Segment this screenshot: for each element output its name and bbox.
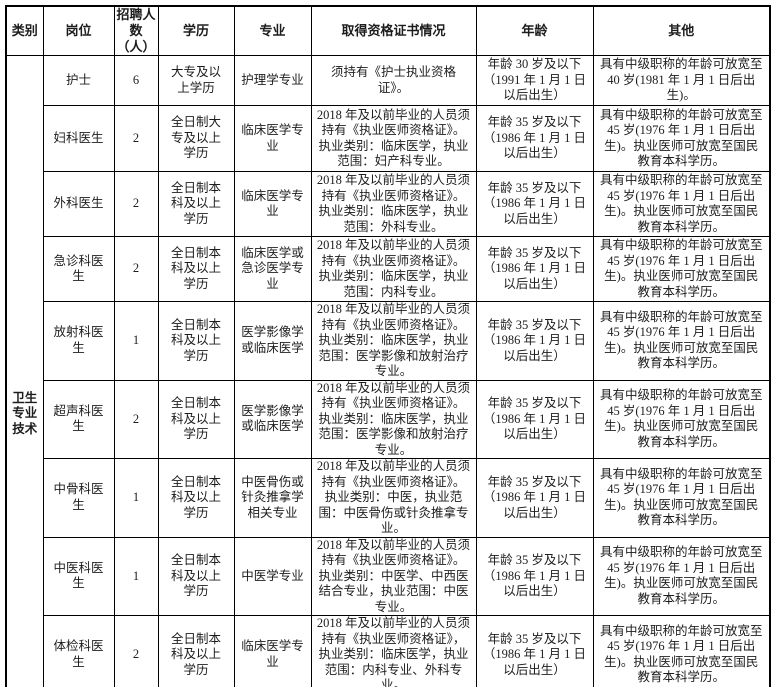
- table-header-row: 类别 岗位 招聘人数（人） 学历 专业 取得资格证书情况 年龄 其他: [5, 5, 771, 56]
- cell-certificate: 2018 年及以前毕业的人员须持有《执业医师资格证》，执业类别：临床医学，执业范…: [310, 615, 477, 687]
- cell-education: 全日制本科及以上学历: [157, 379, 235, 459]
- table-row-tcm-orthopedist: 中骨科医生 1 全日制本科及以上学历 中医骨伤或针灸推拿学相关专业 2018 年…: [6, 458, 771, 538]
- cell-position: 急诊科医生: [42, 236, 115, 302]
- table-row-gynecologist: 妇科医生 2 全日制大专及以上学历 临床医学专业 2018 年及以前毕业的人员须…: [6, 105, 771, 172]
- table-row-surgeon: 外科医生 2 全日制本科及以上学历 临床医学专业 2018 年及以前毕业的人员须…: [6, 171, 771, 237]
- header-position: 岗位: [42, 5, 115, 56]
- header-certificate: 取得资格证书情况: [310, 5, 477, 56]
- cell-position: 体检科医生: [42, 615, 115, 687]
- cell-education: 全日制本科及以上学历: [157, 301, 235, 381]
- cell-other: 具有中级职称的年龄可放宽至 45 岁(1976 年 1 月 1 日后出生)。执业…: [592, 105, 771, 172]
- header-age: 年龄: [475, 5, 594, 56]
- cell-age: 年龄 35 岁及以下（1986 年 1 月 1 日以后出生）: [475, 236, 594, 302]
- cell-major: 医学影像学或临床医学: [233, 379, 312, 459]
- cell-age: 年龄 35 岁及以下（1986 年 1 月 1 日以后出生）: [475, 301, 594, 381]
- cell-education: 全日制本科及以上学历: [157, 236, 235, 302]
- cell-count: 2: [113, 379, 159, 459]
- cell-education: 全日制本科及以上学历: [157, 536, 235, 616]
- cell-count: 1: [113, 458, 159, 538]
- cell-age: 年龄 35 岁及以下（1986 年 1 月 1 日以后出生）: [475, 171, 594, 237]
- cell-count: 1: [113, 301, 159, 381]
- cell-certificate: 2018 年及以前毕业的人员须持有《执业医师资格证》。执业类别：临床医学，执业范…: [310, 236, 477, 302]
- cell-count: 2: [113, 615, 159, 687]
- cell-age: 年龄 35 岁及以下（1986 年 1 月 1 日以后出生）: [475, 536, 594, 616]
- cell-other: 具有中级职称的年龄可放宽至 40 岁(1981 年 1 月 1 日后出生)。: [592, 55, 771, 106]
- cell-major: 中医学专业: [233, 536, 312, 616]
- cell-other: 具有中级职称的年龄可放宽至 45 岁(1976 年 1 月 1 日后出生)。执业…: [592, 301, 771, 381]
- cell-education: 全日制大专及以上学历: [157, 105, 235, 172]
- cell-education: 全日制本科及以上学历: [157, 458, 235, 538]
- header-other: 其他: [592, 5, 771, 56]
- cell-major: 临床医学专业: [233, 171, 312, 237]
- cell-major: 护理学专业: [233, 55, 312, 106]
- cell-certificate: 2018 年及以前毕业的人员须持有《执业医师资格证》。执业类别：中医学、中西医结…: [310, 536, 477, 616]
- table-row-radiologist: 放射科医生 1 全日制本科及以上学历 医学影像学或临床医学 2018 年及以前毕…: [6, 301, 771, 381]
- cell-certificate: 2018 年及以前毕业的人员须持有《执业医师资格证》。执业类别：临床医学，执业范…: [310, 171, 477, 237]
- cell-position: 外科医生: [42, 171, 115, 237]
- table-row-physical-exam-doctor: 体检科医生 2 全日制本科及以上学历 临床医学专业 2018 年及以前毕业的人员…: [6, 615, 771, 687]
- recruitment-table: 类别 岗位 招聘人数（人） 学历 专业 取得资格证书情况 年龄 其他 卫生专业技…: [5, 5, 771, 687]
- cell-education: 全日制本科及以上学历: [157, 615, 235, 687]
- cell-position: 超声科医生: [42, 379, 115, 459]
- cell-position: 中骨科医生: [42, 458, 115, 538]
- cell-certificate: 2018 年及以前毕业的人员须持有《执业医师资格证》。执业类别：临床医学，执业范…: [310, 105, 477, 172]
- cell-age: 年龄 35 岁及以下（1986 年 1 月 1 日以后出生）: [475, 379, 594, 459]
- cell-age: 年龄 30 岁及以下（1991 年 1 月 1 日以后出生）: [475, 55, 594, 106]
- cell-education: 全日制本科及以上学历: [157, 171, 235, 237]
- cell-certificate: 2018 年及以前毕业的人员须持有《执业医师资格证》。执业类别：中医，执业范围：…: [310, 458, 477, 538]
- cell-major: 临床医学或急诊医学专业: [233, 236, 312, 302]
- cell-position: 妇科医生: [42, 105, 115, 172]
- cell-other: 具有中级职称的年龄可放宽至 45 岁(1976 年 1 月 1 日后出生)。执业…: [592, 379, 771, 459]
- header-major: 专业: [233, 5, 312, 56]
- cell-count: 1: [113, 536, 159, 616]
- cell-count: 6: [113, 55, 159, 106]
- category-cell: 卫生专业技术: [5, 55, 44, 687]
- cell-other: 具有中级职称的年龄可放宽至 45 岁(1976 年 1 月 1 日后出生)。执业…: [592, 171, 771, 237]
- cell-education: 大专及以上学历: [157, 55, 235, 106]
- cell-major: 医学影像学或临床医学: [233, 301, 312, 381]
- cell-major: 临床医学专业: [233, 105, 312, 172]
- table-row-tcm-doctor: 中医科医生 1 全日制本科及以上学历 中医学专业 2018 年及以前毕业的人员须…: [6, 536, 771, 616]
- table-row-emergency-doctor: 急诊科医生 2 全日制本科及以上学历 临床医学或急诊医学专业 2018 年及以前…: [6, 236, 771, 302]
- table-row-nurse: 卫生专业技术 护士 6 大专及以上学历 护理学专业 须持有《护士执业资格证》。 …: [5, 55, 771, 687]
- header-category: 类别: [5, 5, 44, 56]
- cell-major: 中医骨伤或针灸推拿学相关专业: [233, 458, 312, 538]
- cell-age: 年龄 35 岁及以下（1986 年 1 月 1 日以后出生）: [475, 458, 594, 538]
- cell-certificate: 须持有《护士执业资格证》。: [310, 55, 477, 106]
- cell-certificate: 2018 年及以前毕业的人员须持有《执业医师资格证》。执业类别：临床医学，执业范…: [310, 379, 477, 459]
- header-education: 学历: [157, 5, 235, 56]
- cell-certificate: 2018 年及以前毕业的人员须持有《执业医师资格证》。执业类别：临床医学，执业范…: [310, 301, 477, 381]
- cell-other: 具有中级职称的年龄可放宽至 45 岁(1976 年 1 月 1 日后出生)。执业…: [592, 458, 771, 538]
- cell-major: 临床医学专业: [233, 615, 312, 687]
- cell-other: 具有中级职称的年龄可放宽至 45 岁(1976 年 1 月 1 日后出生)。执业…: [592, 236, 771, 302]
- cell-count: 2: [113, 171, 159, 237]
- cell-position: 中医科医生: [42, 536, 115, 616]
- cell-other: 具有中级职称的年龄可放宽至 45 岁(1976 年 1 月 1 日后出生)。执业…: [592, 536, 771, 616]
- table-row-ultrasound-doctor: 超声科医生 2 全日制本科及以上学历 医学影像学或临床医学 2018 年及以前毕…: [6, 379, 771, 459]
- header-count: 招聘人数（人）: [113, 5, 159, 56]
- cell-position: 放射科医生: [42, 301, 115, 381]
- cell-count: 2: [113, 105, 159, 172]
- cell-age: 年龄 35 岁及以下（1986 年 1 月 1 日以后出生）: [475, 615, 594, 687]
- cell-count: 2: [113, 236, 159, 302]
- cell-position: 护士: [42, 55, 115, 106]
- cell-age: 年龄 35 岁及以下（1986 年 1 月 1 日以后出生）: [475, 105, 594, 172]
- cell-other: 具有中级职称的年龄可放宽至 45 岁(1976 年 1 月 1 日后出生)。执业…: [592, 615, 771, 687]
